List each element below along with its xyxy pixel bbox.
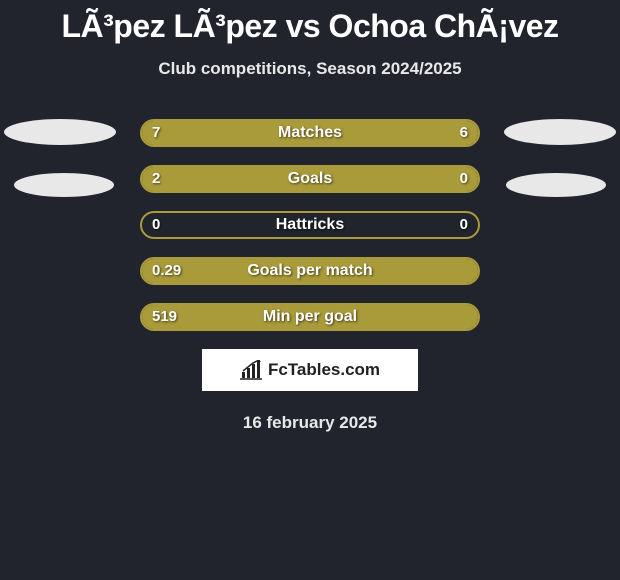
player-left-ellipse-2 <box>14 173 114 197</box>
logo-text: FcTables.com <box>268 360 380 380</box>
stat-bar: 7Matches6 <box>140 119 480 147</box>
stat-bar: 519Min per goal <box>140 303 480 331</box>
date-text: 16 february 2025 <box>0 413 620 433</box>
logo-box[interactable]: FcTables.com <box>202 349 418 391</box>
stat-label: Matches <box>142 121 478 145</box>
stat-bar: 0.29Goals per match <box>140 257 480 285</box>
bar-chart-icon <box>240 360 262 380</box>
bars-container: 7Matches62Goals00Hattricks00.29Goals per… <box>0 119 620 331</box>
stat-label: Min per goal <box>142 305 478 329</box>
stat-bar: 0Hattricks0 <box>140 211 480 239</box>
stat-value-right: 6 <box>460 121 468 145</box>
stat-label: Goals per match <box>142 259 478 283</box>
player-right-ellipse-1 <box>504 119 616 145</box>
stat-label: Goals <box>142 167 478 191</box>
stat-label: Hattricks <box>142 213 478 237</box>
player-right-ellipse-2 <box>506 173 606 197</box>
player-left-ellipse-1 <box>4 119 116 145</box>
stats-area: 7Matches62Goals00Hattricks00.29Goals per… <box>0 119 620 331</box>
page-title: LÃ³pez LÃ³pez vs Ochoa ChÃ¡vez <box>0 0 620 45</box>
logo-inner: FcTables.com <box>240 360 380 380</box>
stat-value-right: 0 <box>460 213 468 237</box>
stat-bar: 2Goals0 <box>140 165 480 193</box>
stat-value-right: 0 <box>460 167 468 191</box>
subtitle: Club competitions, Season 2024/2025 <box>0 59 620 79</box>
